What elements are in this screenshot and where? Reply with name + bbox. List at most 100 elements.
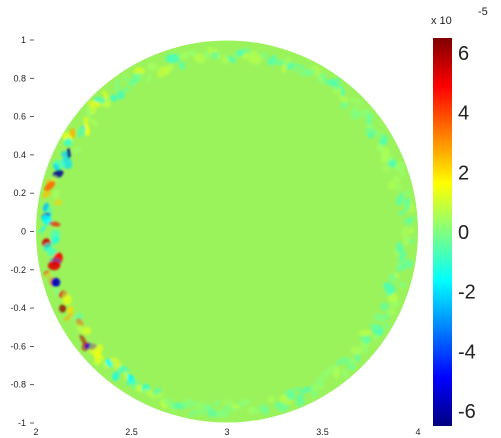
x-tick-label: 3.5 — [316, 427, 329, 437]
fluctuation-patch — [77, 126, 86, 137]
colorbar-multiplier: x 10 — [431, 15, 452, 27]
fluctuation-patch — [122, 86, 131, 93]
fluctuation-patch — [212, 51, 220, 60]
y-axis: 1 0.8 0.6 0.4 0.2 0 -0.2 -0.4 -0.6 -0.8 -1 — [10, 35, 34, 428]
fluctuation-patch — [404, 196, 411, 211]
fluctuation-patch — [338, 94, 349, 104]
fluctuation-patch — [281, 63, 287, 74]
colorbar-tick-label: -6 — [458, 401, 476, 423]
fluctuation-patch — [154, 393, 164, 399]
fluctuation-patch — [295, 63, 306, 70]
fluctuation-patch — [283, 56, 292, 64]
colorbar-tick-label: 4 — [458, 103, 469, 125]
colorbar-tick-label: 6 — [458, 43, 469, 65]
fluctuation-patch — [165, 53, 180, 64]
fluctuation-patch — [398, 252, 407, 262]
colorbar-tick-label: 2 — [458, 162, 469, 184]
fluctuation-patch — [193, 53, 206, 64]
fluctuation-patch — [114, 78, 121, 93]
y-tick-label: -0.6 — [10, 341, 26, 351]
fluctuation-patch — [295, 393, 305, 407]
fluctuation-patch — [63, 313, 75, 321]
fluctuation-patch — [102, 90, 109, 100]
fluctuation-patch — [292, 64, 300, 74]
fluctuation-patch — [365, 124, 375, 135]
fluctuation-patch — [59, 304, 67, 313]
fluctuation-patch — [349, 97, 363, 105]
fluctuation-patch — [350, 346, 363, 355]
fluctuation-patch — [168, 403, 176, 412]
fluctuation-patch — [47, 260, 61, 271]
x-tick-label: 4 — [415, 427, 420, 437]
fluctuation-patch — [316, 72, 325, 85]
colorbar-gradient — [433, 38, 452, 426]
fluctuation-patch — [48, 221, 61, 227]
fluctuation-patch — [241, 399, 251, 405]
fluctuation-patch — [393, 175, 401, 184]
fluctuation-patch — [358, 329, 372, 337]
fluctuation-patch — [112, 371, 120, 382]
fluctuation-patch — [333, 77, 341, 90]
x-tick-label: 2.5 — [125, 427, 138, 437]
fluctuation-patch — [393, 162, 406, 171]
fluctuation-patch — [393, 272, 400, 278]
colorbar-ticks: 6 4 2 0 -2 -4 -6 — [458, 43, 476, 423]
fluctuation-patch — [83, 116, 90, 124]
fluctuation-patch — [51, 175, 58, 182]
fluctuation-patch — [47, 247, 57, 257]
x-tick-label: 3 — [224, 427, 229, 437]
fluctuation-patch — [276, 60, 285, 66]
fluctuation-patch — [44, 180, 56, 192]
edge-fluctuations — [39, 46, 416, 418]
fluctuation-patch — [379, 302, 389, 311]
fluctuation-patch — [401, 225, 410, 239]
x-tick-label: 2 — [33, 427, 38, 437]
fluctuation-patch — [403, 189, 410, 197]
fluctuation-patch — [178, 60, 186, 70]
fluctuation-patch — [53, 163, 60, 171]
fluctuation-patch — [76, 317, 84, 327]
fluctuation-patch — [203, 50, 212, 59]
fluctuation-patch — [157, 65, 169, 78]
fluctuation-patch — [182, 400, 197, 408]
fluctuation-patch — [195, 401, 205, 410]
fluctuation-patch — [53, 199, 63, 206]
y-tick-label: 0.4 — [13, 150, 26, 160]
y-tick-label: 0.2 — [13, 188, 26, 198]
fluctuation-patch — [382, 322, 390, 330]
fluctuation-patch — [294, 387, 303, 392]
fluctuation-patch — [382, 165, 391, 172]
colorbar-tick-label: -4 — [458, 341, 476, 363]
fluctuation-patch — [117, 90, 125, 100]
fluctuation-patch — [196, 408, 206, 416]
fluctuation-patch — [339, 85, 345, 97]
y-tick-label: -0.8 — [10, 380, 26, 390]
fluctuation-patch — [362, 347, 369, 354]
y-tick-label: 0.6 — [13, 112, 26, 122]
fluctuation-patch — [152, 387, 162, 395]
fluctuation-patch — [123, 74, 129, 83]
fluctuation-patch — [395, 242, 404, 255]
fluctuation-patch — [62, 294, 72, 306]
fluctuation-patch — [402, 217, 416, 224]
fluctuation-patch — [236, 49, 245, 57]
fluctuation-patch — [349, 105, 359, 116]
fluctuation-patch — [67, 305, 74, 315]
colorbar-exponent: -5 — [478, 6, 488, 18]
fluctuation-patch — [188, 49, 196, 57]
fluctuation-patch — [180, 51, 189, 60]
fluctuation-patch — [51, 277, 61, 287]
colorbar: x 10 -5 6 4 2 0 -2 -4 -6 — [431, 6, 488, 426]
fluctuation-patch — [261, 51, 268, 60]
fluctuation-patch — [251, 407, 260, 415]
fluctuation-patch — [61, 156, 73, 170]
fluctuation-patch — [233, 52, 239, 59]
fluctuation-patch — [77, 325, 85, 334]
fluctuation-patch — [341, 368, 349, 379]
y-tick-label: -1 — [18, 418, 26, 428]
fluctuation-patch — [397, 209, 408, 216]
y-tick-label: 0.8 — [13, 73, 26, 83]
fluctuation-patch — [300, 69, 306, 77]
fluctuation-patch — [128, 77, 137, 87]
